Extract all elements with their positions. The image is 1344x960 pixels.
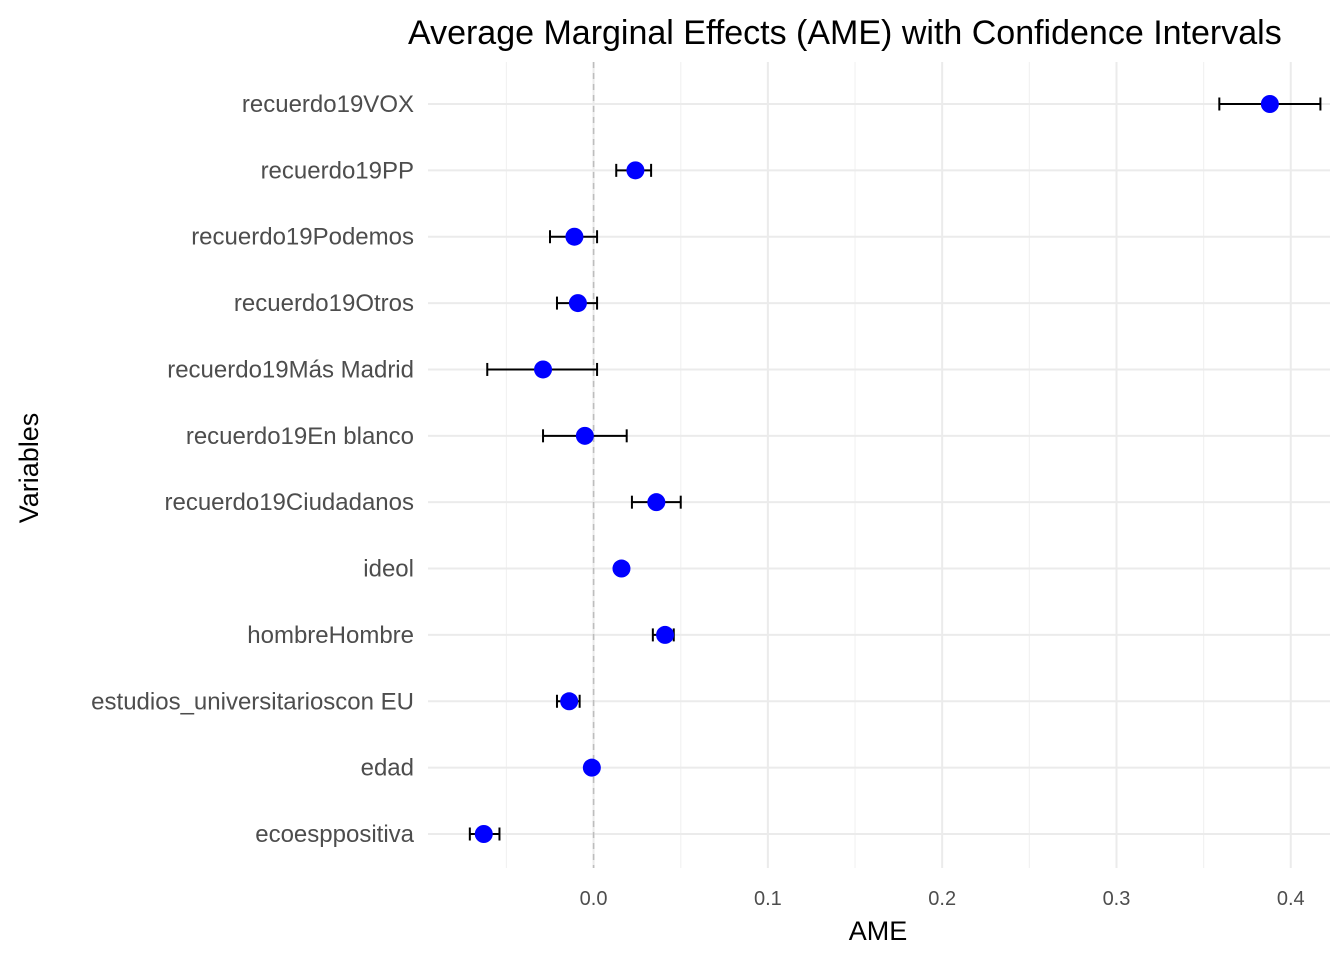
y-axis-title: Variables — [14, 413, 44, 524]
ame-point — [474, 825, 493, 843]
ame-point — [656, 625, 675, 644]
x-axis-tick-labels: 0.0 0.1 0.2 0.3 0.4 — [580, 888, 1305, 910]
y-axis-labels: recuerdo19VOX recuerdo19PP recuerdo19Podem… — [91, 91, 414, 848]
y-tick-label: recuerdo19Podemos — [191, 224, 414, 251]
y-tick-label: recuerdo19En blanco — [186, 423, 414, 450]
ame-point — [575, 426, 594, 445]
ame-point — [568, 294, 587, 313]
plot-grid — [428, 62, 1330, 868]
ame-point — [612, 559, 631, 578]
y-tick-label: estudios_universitarioscon EU — [91, 688, 414, 715]
chart-title: Average Marginal Effects (AME) with Conf… — [408, 14, 1282, 52]
ame-point — [560, 692, 579, 711]
y-tick-label: recuerdo19VOX — [242, 91, 414, 118]
y-tick-label: edad — [361, 755, 414, 782]
ame-point — [534, 360, 553, 379]
ame-point — [626, 161, 645, 180]
x-tick-label: 0.0 — [580, 888, 608, 910]
x-axis-title: AME — [849, 916, 908, 946]
ame-point — [582, 758, 601, 777]
ame-point — [647, 493, 666, 512]
y-tick-label: recuerdo19Más Madrid — [167, 356, 414, 383]
x-tick-label: 0.3 — [1103, 888, 1131, 910]
y-tick-label: ideol — [363, 556, 414, 583]
y-tick-label: recuerdo19PP — [261, 157, 414, 184]
y-tick-label: hombreHombre — [247, 622, 414, 649]
x-tick-label: 0.1 — [754, 888, 782, 910]
x-tick-label: 0.4 — [1277, 888, 1305, 910]
ame-point — [1260, 95, 1279, 113]
y-tick-label: recuerdo19Otros — [234, 290, 414, 317]
x-tick-label: 0.2 — [928, 888, 956, 910]
data-marks — [468, 95, 1322, 843]
ame-point — [565, 227, 584, 246]
y-tick-label: ecoesppositiva — [255, 821, 414, 848]
y-tick-label: recuerdo19Ciudadanos — [164, 489, 414, 516]
